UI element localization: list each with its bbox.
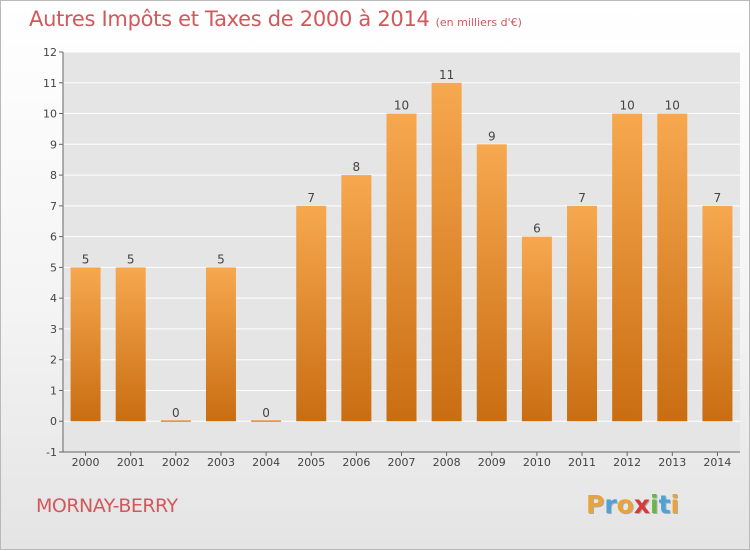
- y-tick-label: 11: [43, 77, 57, 90]
- bar-value-label: 8: [353, 160, 361, 174]
- bar-2005: [296, 205, 327, 422]
- bar-value-label: 10: [665, 99, 680, 113]
- bar-2013: [657, 113, 688, 422]
- logo-letter: r: [604, 490, 617, 519]
- y-tick-label: 8: [50, 169, 57, 182]
- y-tick-label: 12: [43, 46, 57, 59]
- proxiti-logo[interactable]: Proxiti: [586, 490, 679, 519]
- y-tick-label: 4: [50, 292, 57, 305]
- y-tick-label: 2: [50, 354, 57, 367]
- x-tick-label: 2001: [117, 456, 145, 469]
- bar-value-label: 5: [217, 252, 225, 266]
- bar-2001: [115, 267, 146, 422]
- bar-2006: [341, 175, 372, 422]
- bar-2000: [70, 267, 101, 422]
- x-tick-label: 2011: [568, 456, 596, 469]
- y-tick-label: -1: [46, 446, 57, 459]
- bar-2002: [160, 420, 191, 422]
- x-tick-label: 2007: [388, 456, 416, 469]
- bar-2010: [521, 236, 552, 422]
- bar-value-label: 11: [439, 68, 454, 82]
- bar-value-label: 6: [533, 222, 541, 236]
- y-tick-label: 10: [43, 108, 57, 121]
- logo-letter: i: [670, 490, 680, 519]
- bar-value-label: 0: [172, 406, 180, 420]
- bar-value-label: 9: [488, 129, 496, 143]
- x-tick-label: 2009: [478, 456, 506, 469]
- location-label: MORNAY-BERRY: [36, 495, 178, 517]
- bar-value-label: 0: [262, 406, 270, 420]
- bar-2007: [386, 113, 417, 422]
- x-tick-label: 2003: [207, 456, 235, 469]
- chart-title-block: Autres Impôts et Taxes de 2000 à 2014 (en…: [29, 7, 522, 31]
- x-tick-label: 2005: [297, 456, 325, 469]
- bar-value-label: 7: [578, 191, 586, 205]
- bar-2012: [612, 113, 643, 422]
- y-tick-label: 0: [50, 415, 57, 428]
- x-tick-label: 2002: [162, 456, 190, 469]
- bar-value-label: 7: [714, 191, 722, 205]
- chart-title: Autres Impôts et Taxes de 2000 à 2014: [29, 7, 430, 31]
- logo-letter: i: [650, 490, 659, 519]
- logo-letter: P: [586, 490, 605, 519]
- bar-2003: [205, 267, 236, 422]
- bar-value-label: 5: [82, 252, 90, 266]
- bar-value-label: 7: [307, 191, 315, 205]
- x-tick-label: 2013: [658, 456, 686, 469]
- logo-letter: x: [633, 490, 650, 519]
- x-tick-label: 2012: [613, 456, 641, 469]
- x-tick-label: 2008: [433, 456, 461, 469]
- bar-2014: [702, 205, 733, 422]
- bar-2008: [431, 82, 462, 422]
- x-tick-label: 2010: [523, 456, 551, 469]
- x-tick-label: 2004: [252, 456, 280, 469]
- x-tick-label: 2014: [703, 456, 731, 469]
- bar-2011: [567, 205, 598, 422]
- logo-letter: o: [616, 490, 634, 519]
- y-tick-label: 9: [50, 138, 57, 151]
- bar-value-label: 5: [127, 252, 135, 266]
- y-tick-label: 5: [50, 261, 57, 274]
- chart-subtitle: (en milliers d'€): [435, 16, 522, 29]
- x-tick-label: 2006: [342, 456, 370, 469]
- y-tick-label: 3: [50, 323, 57, 336]
- bar-value-label: 10: [620, 99, 635, 113]
- y-tick-label: 6: [50, 231, 57, 244]
- bar-2009: [476, 144, 507, 422]
- bar-2004: [251, 420, 282, 422]
- y-tick-label: 7: [50, 200, 57, 213]
- logo-letter: t: [658, 490, 671, 519]
- y-tick-label: 1: [50, 384, 57, 397]
- x-tick-label: 2000: [72, 456, 100, 469]
- bar-value-label: 10: [394, 99, 409, 113]
